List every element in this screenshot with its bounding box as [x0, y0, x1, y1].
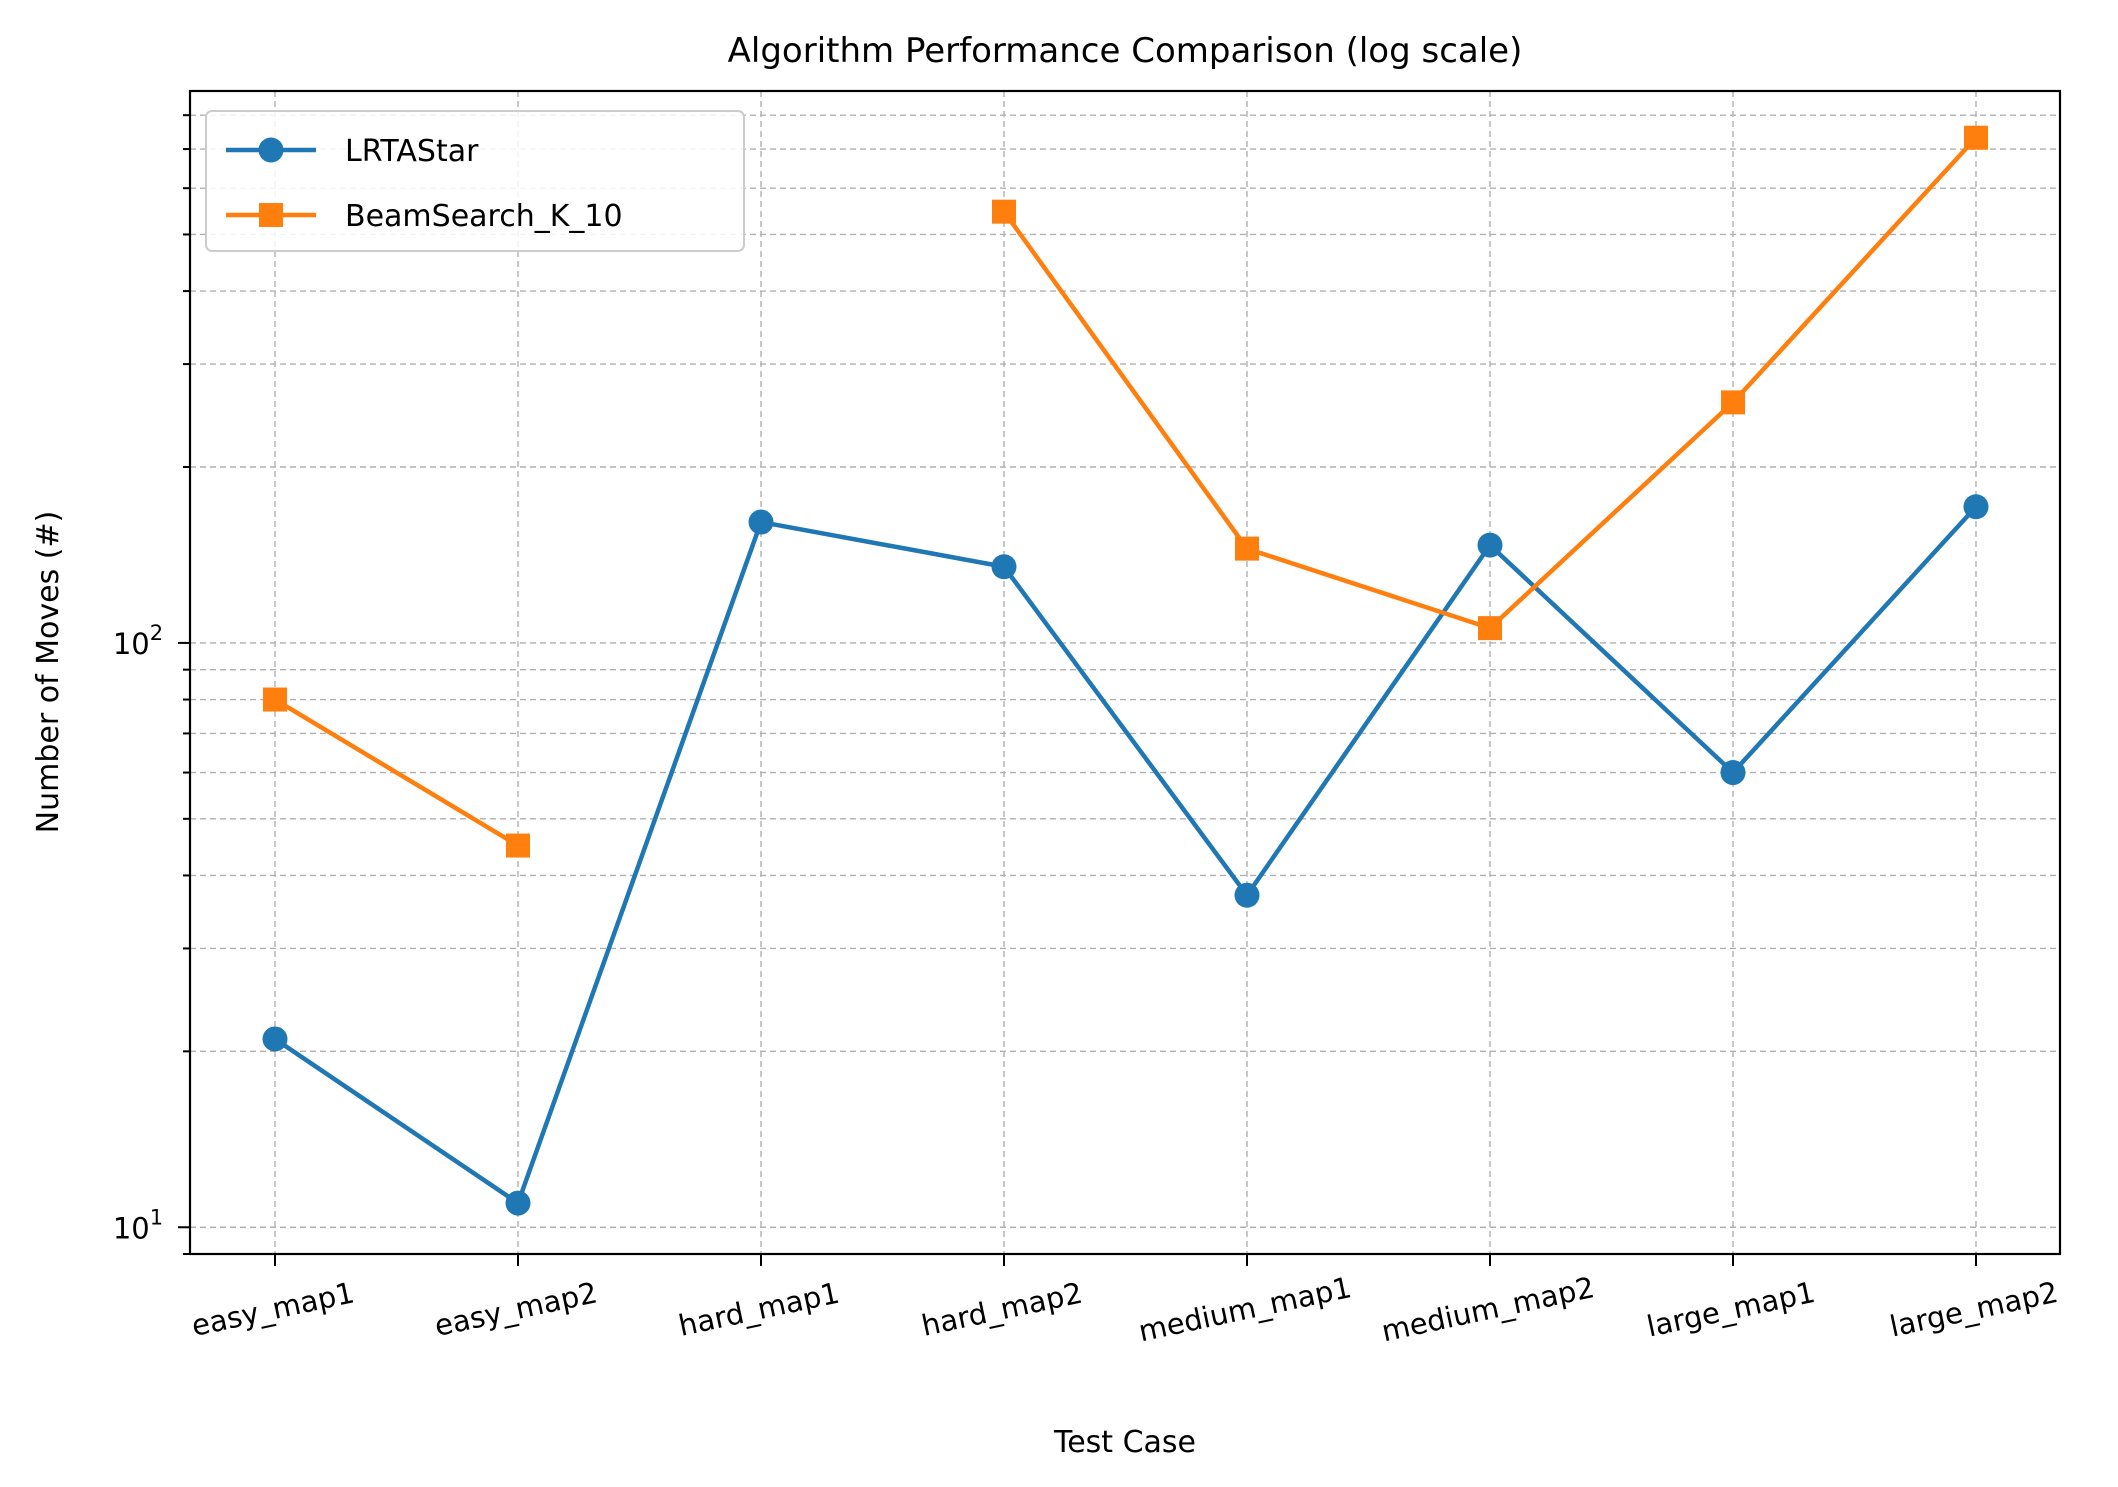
plot-frame [188, 89, 2062, 1256]
x-axis-label: Test Case [1053, 1425, 1196, 1460]
data-point [1720, 760, 1746, 786]
series-BeamSearch_K_10 [263, 125, 1988, 858]
legend-label: LRTAStar [345, 134, 479, 169]
series-line [273, 505, 1978, 1206]
legend-label: BeamSearch_K_10 [345, 199, 623, 234]
y-tick-label: 101 [113, 1205, 163, 1245]
data-point [1235, 536, 1259, 561]
data-point [1721, 390, 1745, 415]
data-point [506, 833, 530, 858]
data-point [748, 509, 774, 535]
data-point [1478, 616, 1502, 641]
series-layer [262, 125, 1989, 1216]
data-point [1234, 882, 1260, 908]
data-point [263, 687, 287, 712]
legend-marker [259, 203, 283, 227]
y-axis: 101 102 [113, 114, 190, 1255]
legend-box [205, 110, 745, 252]
series-LRTAStar [262, 494, 1989, 1216]
data-point [991, 554, 1017, 580]
y-tick-label: 102 [113, 621, 163, 661]
series-line [273, 697, 520, 848]
legend: LRTAStar BeamSearch_K_10 [205, 110, 745, 252]
data-point [262, 1026, 288, 1052]
y-axis-label: Number of Moves (#) [31, 511, 66, 834]
data-point [992, 199, 1016, 224]
data-point [1963, 494, 1989, 520]
data-point [1964, 125, 1988, 150]
data-point [505, 1190, 531, 1216]
data-point [1477, 532, 1503, 558]
chart-title: Algorithm Performance Comparison (log sc… [728, 31, 1523, 71]
legend-marker [258, 137, 284, 163]
